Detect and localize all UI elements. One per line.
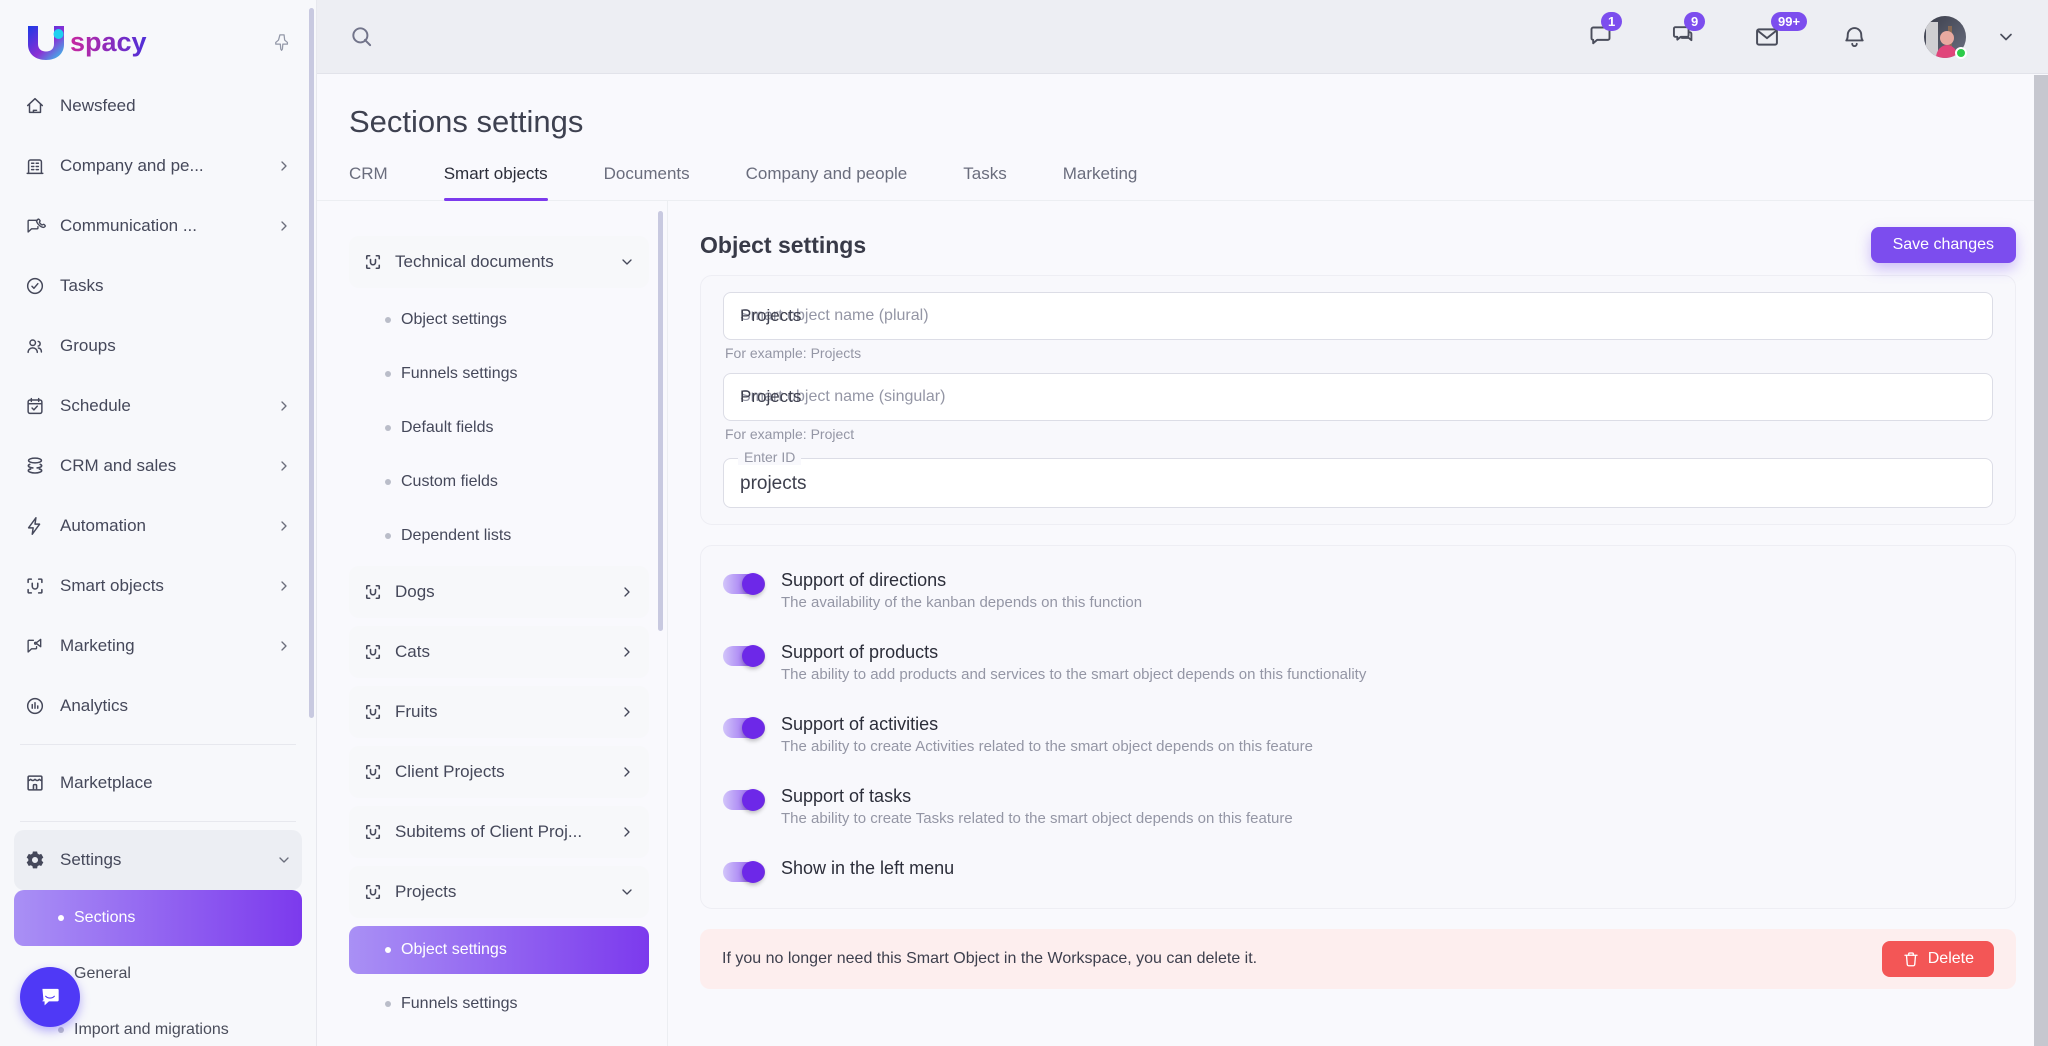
- svg-text:spacy: spacy: [70, 27, 147, 57]
